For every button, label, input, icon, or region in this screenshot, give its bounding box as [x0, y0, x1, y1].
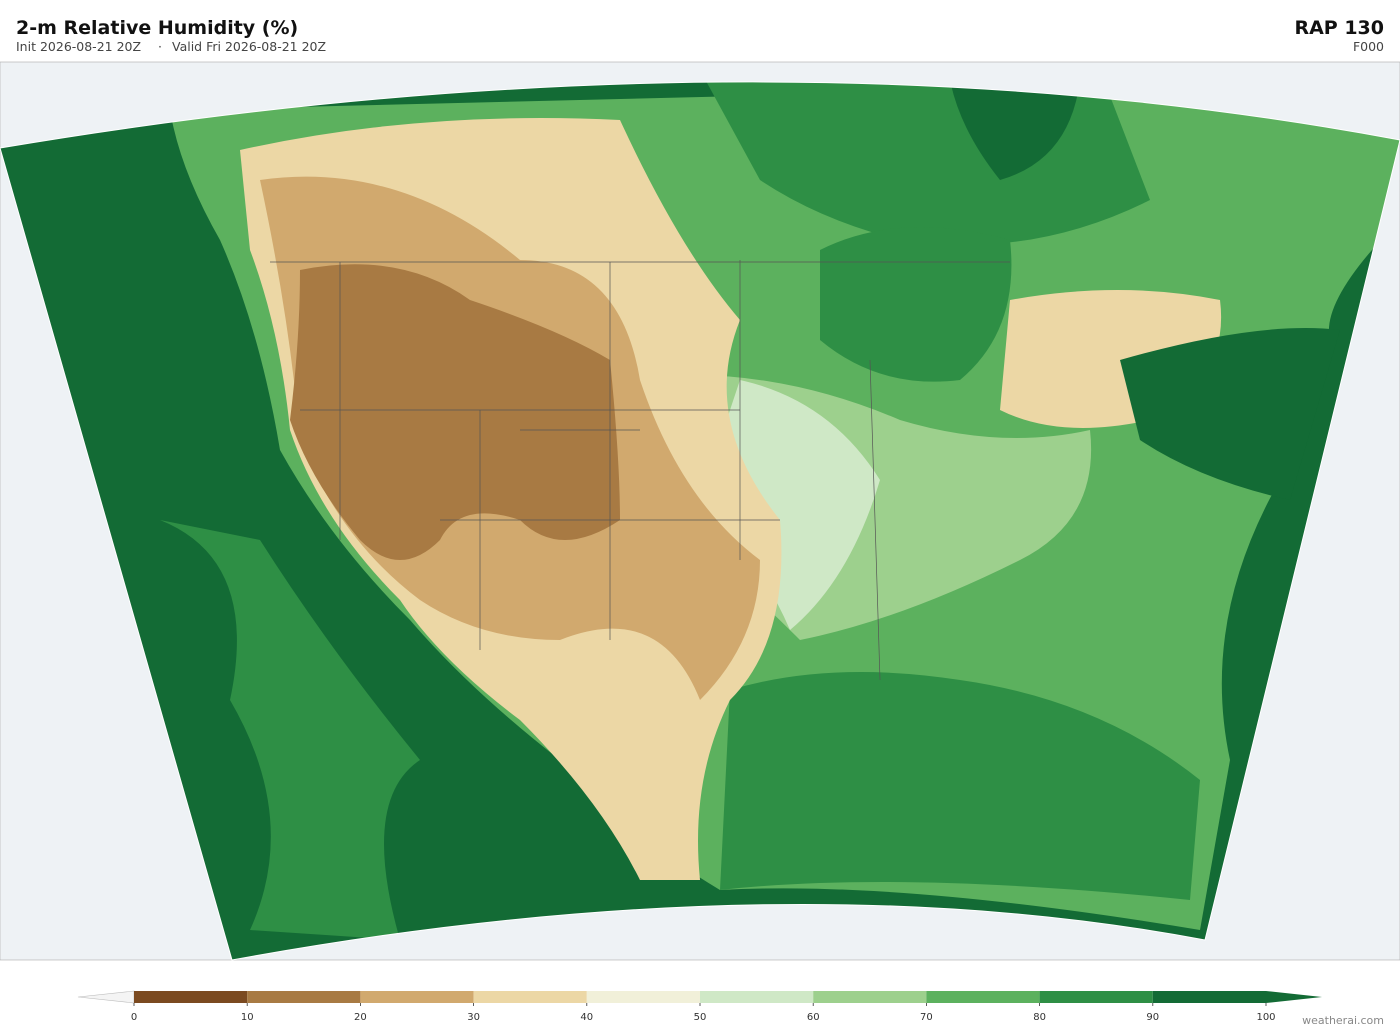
colorbar-tick-label: 0: [131, 1012, 137, 1023]
hudson-wet: [950, 81, 1080, 180]
colorbar: 0 10 20 30 40 50 60 70 80 90 100: [77, 990, 1322, 1023]
colorbar-tick-label: 90: [1146, 1012, 1159, 1023]
domain-edge: [0, 81, 1400, 961]
colorbar-tick-label: 40: [580, 1012, 593, 1023]
great-lakes-wet: [820, 227, 1012, 382]
colorbar-under: [77, 990, 135, 1004]
colorbar-segment: [134, 991, 248, 1003]
midwest-light: [700, 380, 880, 630]
colorbar-tick-label: 100: [1256, 1012, 1275, 1023]
domain: [0, 81, 1400, 960]
init-time: Init 2026-08-21 20Z: [16, 39, 141, 54]
colorbar-segment: [247, 991, 361, 1003]
colorbar-segment: [586, 991, 700, 1003]
colorbar-tick-label: 60: [807, 1012, 820, 1023]
gulf-field: [720, 672, 1200, 900]
credit: weatherai.com: [1302, 1014, 1384, 1027]
colorbar-tick-label: 50: [694, 1012, 707, 1023]
colorbar-tick-label: 30: [467, 1012, 480, 1023]
separator: ·: [158, 39, 162, 54]
colorbar-tick-label: 80: [1033, 1012, 1046, 1023]
colorbar-segment: [813, 991, 927, 1003]
colorbar-segment: [1039, 991, 1153, 1003]
colorbar-segment: [926, 991, 1040, 1003]
dry-inner: [290, 264, 620, 560]
colorbar-segment: [360, 991, 474, 1003]
model-name: RAP 130: [1294, 17, 1384, 39]
colorbar-segment: [1152, 991, 1266, 1003]
colorbar-segment: [473, 991, 587, 1003]
colorbar-segment: [700, 991, 814, 1003]
colorbar-tick-label: 10: [241, 1012, 254, 1023]
colorbar-over: [1266, 991, 1322, 1003]
pacific-moist: [160, 520, 420, 940]
colorbar-tick-label: 70: [920, 1012, 933, 1023]
forecast-hour: F000: [1353, 39, 1384, 54]
map: [0, 61, 1400, 961]
title: 2-m Relative Humidity (%): [16, 17, 298, 39]
valid-time: Valid Fri 2026-08-21 20Z: [172, 39, 326, 54]
colorbar-tick-label: 20: [354, 1012, 367, 1023]
borders: [270, 260, 1010, 681]
atlantic-wet: [1120, 328, 1340, 500]
